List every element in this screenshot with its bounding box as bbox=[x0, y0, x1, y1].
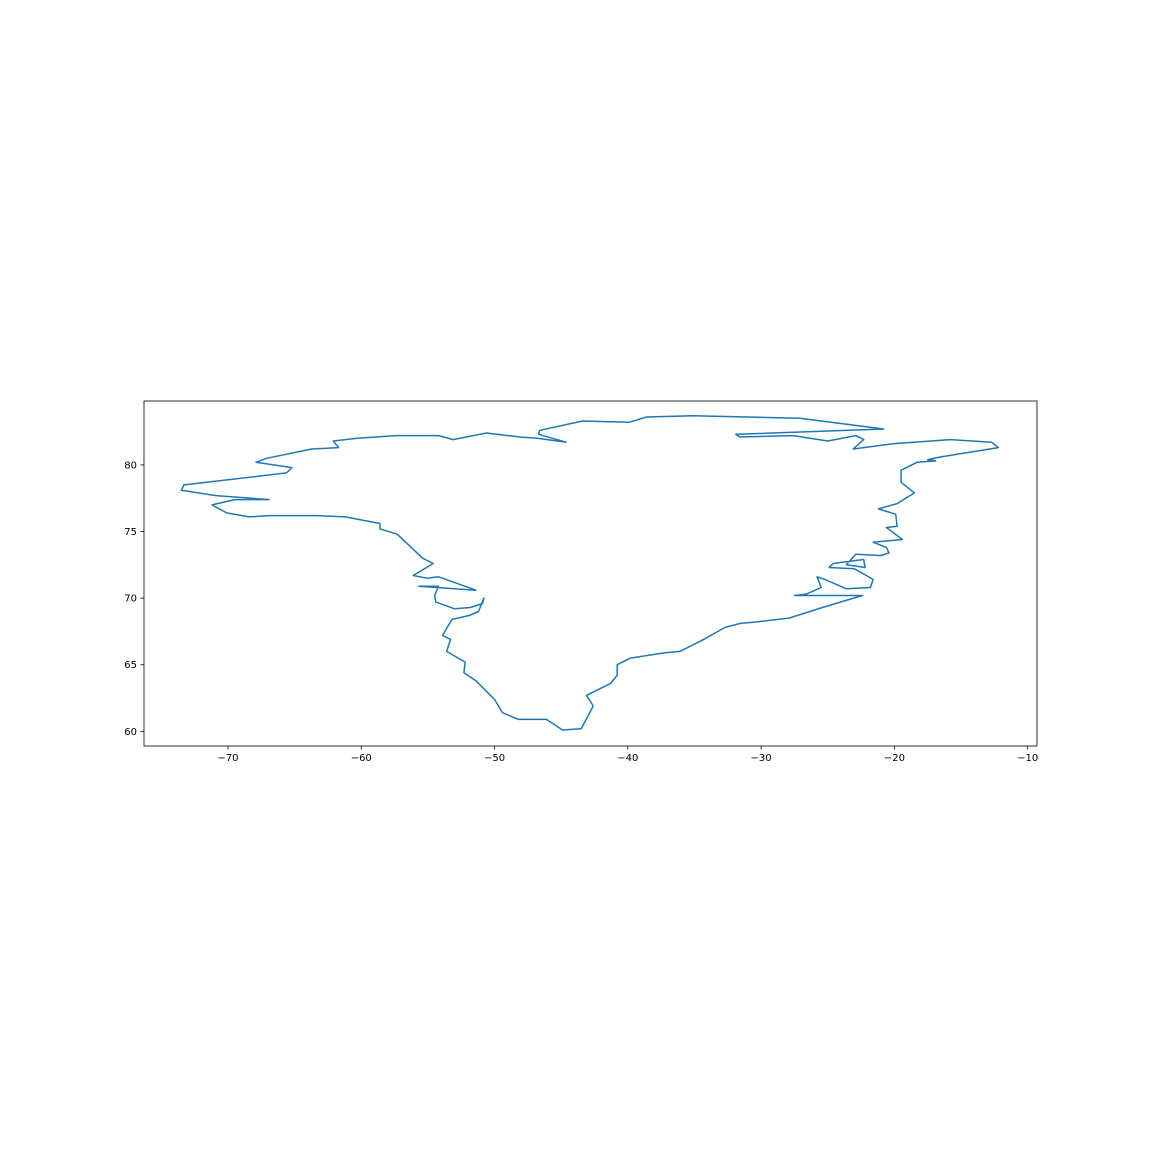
y-tick-label: 65 bbox=[124, 660, 137, 671]
plot-area bbox=[180, 414, 1000, 731]
x-tick-label: −70 bbox=[217, 753, 238, 764]
axes-frame bbox=[143, 400, 1038, 747]
x-tick-label: −10 bbox=[1017, 753, 1038, 764]
y-tick-label: 75 bbox=[124, 527, 137, 538]
x-tick-label: −20 bbox=[884, 753, 905, 764]
y-tick-label: 70 bbox=[124, 594, 137, 605]
y-tick-label: 60 bbox=[124, 727, 137, 738]
x-tick-label: −60 bbox=[351, 753, 372, 764]
series-line-0 bbox=[180, 414, 1000, 731]
x-tick-label: −30 bbox=[751, 753, 772, 764]
axes: −70 −60 −50 −40 −30 −20 −10 60 65 70 75 80 bbox=[124, 400, 1038, 764]
x-tick-label: −50 bbox=[484, 753, 505, 764]
x-tick-label: −40 bbox=[617, 753, 638, 764]
y-tick-label: 80 bbox=[124, 460, 137, 471]
